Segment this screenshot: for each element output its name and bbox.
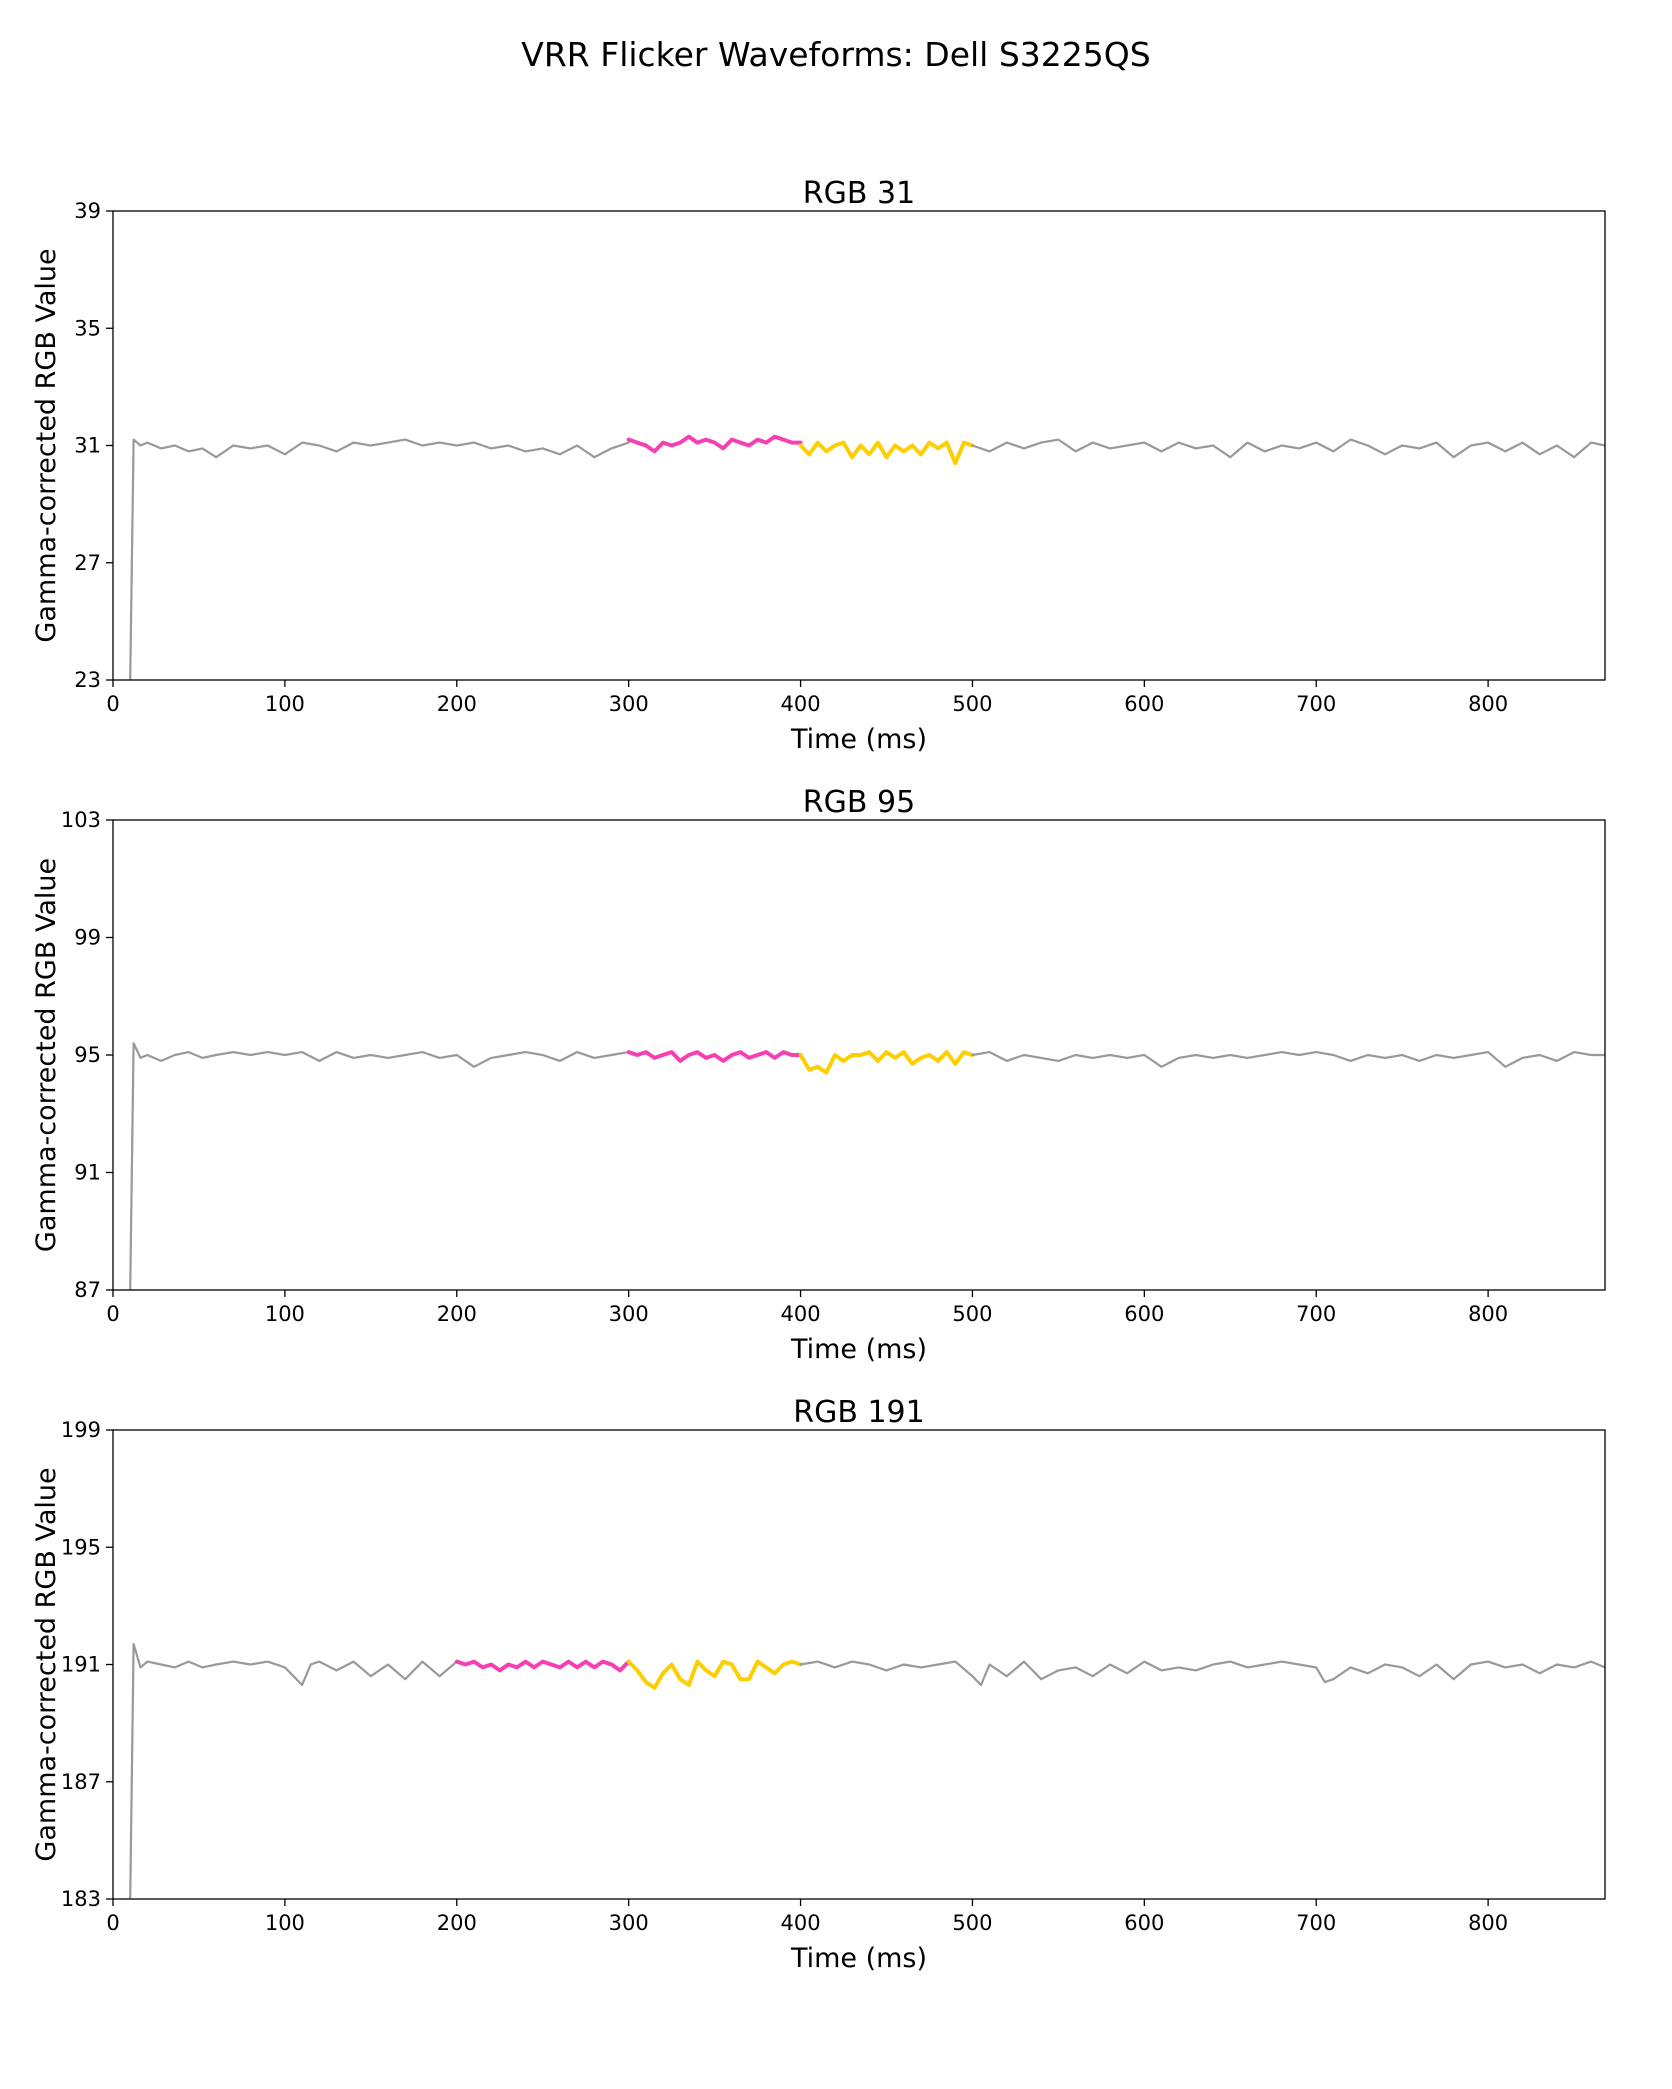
x-tick-label: 300 <box>609 692 649 716</box>
y-axis-label: Gamma-corrected RGB Value <box>31 858 62 1252</box>
x-tick-label: 600 <box>1124 1302 1164 1326</box>
x-tick-label: 500 <box>952 1302 992 1326</box>
y-axis-label: Gamma-corrected RGB Value <box>31 1467 62 1861</box>
x-tick-label: 300 <box>609 1911 649 1935</box>
subplot-title: RGB 31 <box>803 176 915 211</box>
x-axis-label: Time (ms) <box>790 724 927 755</box>
x-tick-label: 500 <box>952 692 992 716</box>
x-tick-label: 800 <box>1468 692 1508 716</box>
figure-title: VRR Flicker Waveforms: Dell S3225QS <box>521 35 1150 74</box>
x-tick-label: 400 <box>781 1302 821 1326</box>
series-line-segment_a <box>454 1659 631 1673</box>
series-line-baseline <box>799 1660 1605 1687</box>
x-tick-label: 500 <box>952 1911 992 1935</box>
x-tick-label: 0 <box>106 1302 119 1326</box>
y-tick-label: 199 <box>61 1418 101 1442</box>
x-tick-label: 400 <box>781 1911 821 1935</box>
y-tick-label: 183 <box>61 1887 101 1911</box>
x-tick-label: 100 <box>265 1302 305 1326</box>
x-tick-label: 0 <box>106 692 119 716</box>
y-tick-label: 195 <box>61 1535 101 1559</box>
x-tick-label: 0 <box>106 1911 119 1935</box>
y-tick-label: 95 <box>74 1043 101 1067</box>
subplot-title: RGB 95 <box>803 785 915 820</box>
x-axis-label: Time (ms) <box>790 1334 927 1365</box>
x-tick-label: 400 <box>781 692 821 716</box>
y-axis-label: Gamma-corrected RGB Value <box>31 248 62 642</box>
y-tick-label: 91 <box>74 1161 101 1185</box>
panels-group: 0 100 200 300 400 500 600 700 800 23 27 31 35 39 RGB 3… <box>31 176 1606 1974</box>
y-tick-label: 39 <box>74 199 101 223</box>
x-tick-label: 600 <box>1124 692 1164 716</box>
y-tick-label: 187 <box>61 1770 101 1794</box>
y-tick-label: 23 <box>74 668 101 692</box>
x-tick-label: 100 <box>265 1911 305 1935</box>
y-tick-label: 27 <box>74 551 101 575</box>
series-line-segment_a <box>626 1050 803 1063</box>
series-line-segment_a <box>626 434 803 454</box>
series-group <box>129 434 1605 680</box>
x-tick-label: 300 <box>609 1302 649 1326</box>
series-line-segment_b <box>626 1659 803 1690</box>
x-tick-label: 200 <box>437 1911 477 1935</box>
y-tick-label: 99 <box>74 926 101 950</box>
x-tick-label: 800 <box>1468 1911 1508 1935</box>
series-line-segment_b <box>798 440 975 466</box>
y-tick-label: 31 <box>74 434 101 458</box>
x-tick-label: 100 <box>265 692 305 716</box>
x-tick-label: 600 <box>1124 1911 1164 1935</box>
series-line-segment_b <box>798 1050 975 1075</box>
x-tick-label: 700 <box>1296 692 1336 716</box>
series-group <box>129 1642 1605 1899</box>
y-tick-label: 191 <box>61 1653 101 1677</box>
chart-panel-1: 0 100 200 300 400 500 600 700 800 23 27 31 35 39 RGB 3… <box>31 176 1606 755</box>
x-axis-label: Time (ms) <box>790 1943 927 1974</box>
x-tick-label: 700 <box>1296 1911 1336 1935</box>
series-line-baseline <box>129 438 630 680</box>
x-tick-label: 700 <box>1296 1302 1336 1326</box>
y-tick-label: 103 <box>61 808 101 832</box>
series-group <box>129 1042 1605 1290</box>
series-line-baseline <box>971 1050 1605 1068</box>
series-line-baseline <box>971 438 1605 459</box>
y-tick-label: 35 <box>74 316 101 340</box>
chart-panel-2: 0 100 200 300 400 500 600 700 800 87 91 95 99 103 RGB … <box>31 785 1606 1365</box>
series-line-baseline <box>129 1642 458 1899</box>
chart-panel-3: 0 100 200 300 400 500 600 700 800 183 187 191 195 199… <box>31 1395 1606 1974</box>
subplot-title: RGB 191 <box>793 1395 924 1430</box>
x-tick-label: 200 <box>437 1302 477 1326</box>
y-tick-label: 87 <box>74 1278 101 1302</box>
series-line-baseline <box>129 1042 630 1290</box>
x-tick-label: 800 <box>1468 1302 1508 1326</box>
x-tick-label: 200 <box>437 692 477 716</box>
